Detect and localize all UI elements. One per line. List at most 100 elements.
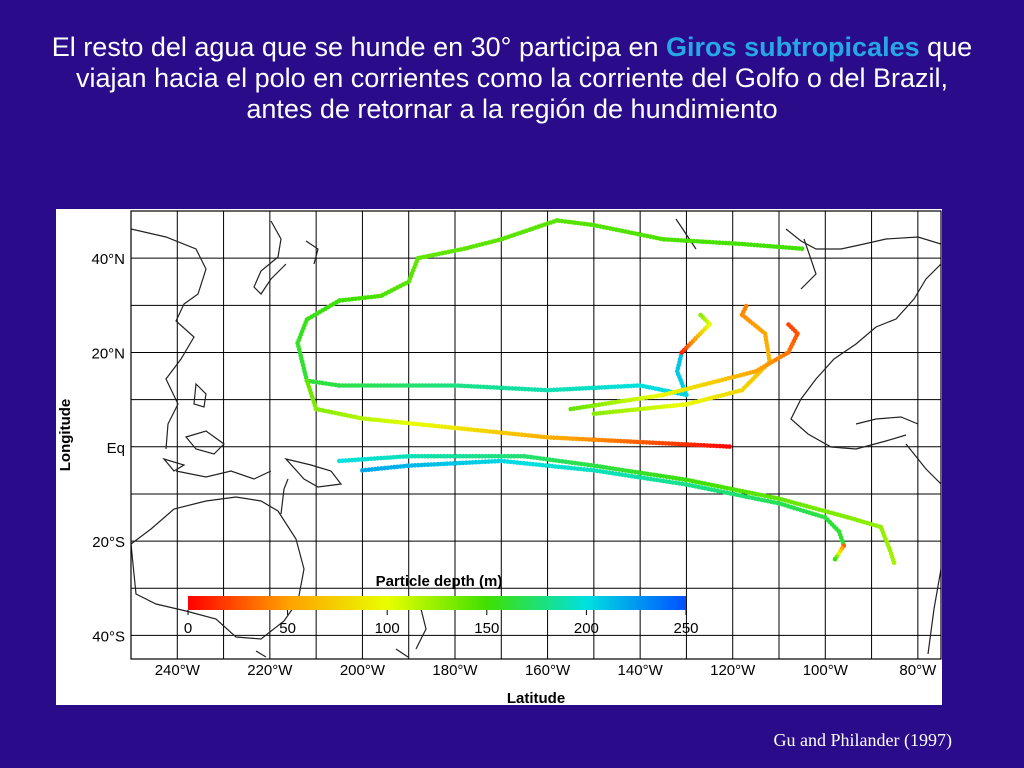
trajectory-point [448, 461, 453, 466]
trajectory-point [391, 383, 397, 388]
map-canvas: 40°N 20°N Eq 20°S 40°S 240°W 220°W 200°W 180°W 1… [57, 210, 942, 705]
trajectory-point [545, 435, 550, 440]
x-axis-title: Latitude [507, 690, 565, 705]
trajectory-point [471, 384, 477, 389]
trajectory-point [489, 459, 495, 464]
trajectory-point [486, 453, 492, 459]
trajectory-point [512, 453, 517, 459]
trajectory-point [480, 453, 485, 459]
trajectory-point [337, 383, 342, 388]
x-tick-label: 220°W [247, 662, 293, 679]
trajectory-point [657, 440, 662, 446]
colorbar-tick-label: 50 [279, 620, 296, 637]
trajectory-point [340, 383, 345, 388]
trajectory-point [714, 443, 720, 449]
trajectory-point [786, 322, 791, 327]
trajectory-point [343, 383, 349, 388]
trajectory-point [452, 383, 458, 388]
trajectory-point [615, 384, 621, 389]
trajectory-point [420, 383, 425, 388]
trajectory-point [487, 385, 493, 390]
trajectory-point [599, 385, 605, 390]
trajectory-point [397, 383, 403, 388]
trajectory-point [625, 383, 630, 389]
trajectory-point [445, 383, 451, 388]
trajectory-point [523, 386, 528, 392]
trajectory-point [372, 383, 377, 388]
trajectory-point [394, 383, 400, 388]
x-tick-label: 240°W [155, 662, 201, 679]
trajectory-point [726, 240, 732, 246]
trajectory-point [412, 453, 418, 459]
slide-title: El resto del agua que se hunde en 30° pa… [40, 32, 984, 125]
trajectory-point [473, 459, 479, 465]
trajectory-point [688, 238, 694, 244]
title-text-1: El resto del agua que se hunde en 30° pa… [51, 32, 667, 62]
x-tick-label: 80°W [899, 662, 937, 679]
trajectory-point [682, 442, 688, 447]
trajectory-point [473, 453, 479, 459]
trajectory-point [433, 383, 438, 388]
trajectory-point [422, 453, 428, 459]
trajectory-point [457, 460, 463, 466]
y-tick-label: 20°N [91, 345, 125, 362]
trajectory-point [570, 436, 576, 441]
x-tick-label: 100°W [803, 662, 849, 679]
x-tick-labels: 240°W 220°W 200°W 180°W 160°W 140°W 120°W 100°W… [155, 662, 937, 679]
trajectory-point [441, 453, 447, 459]
trajectory-point [663, 441, 668, 446]
trajectory-point [548, 387, 554, 393]
coastlines [131, 218, 941, 658]
trajectory-point [609, 384, 614, 390]
trajectory-point [451, 453, 456, 459]
trajectory-point [438, 461, 444, 467]
trajectory-point [410, 383, 416, 388]
trajectory-point [407, 383, 413, 388]
trajectory-point [454, 453, 460, 459]
y-tick-label: Eq [107, 440, 125, 457]
trajectory-point [564, 386, 569, 392]
colorbar-gradient [188, 596, 686, 610]
trajectory-point [499, 453, 504, 459]
colorbar-tick-label: 250 [673, 620, 698, 637]
trajectory-point [432, 453, 437, 459]
colorbar-tick-label: 200 [574, 620, 599, 637]
trajectory-point [460, 453, 466, 459]
trajectory-point [428, 462, 434, 467]
colorbar-tick-label: 100 [375, 620, 400, 637]
trajectory [832, 543, 847, 562]
trajectory-point [375, 383, 381, 388]
map-grid [131, 211, 941, 659]
trajectory-point [412, 463, 418, 468]
trajectory-point [631, 439, 637, 445]
trajectory-point [647, 440, 652, 445]
trajectory [337, 453, 897, 565]
trajectory-point [727, 444, 732, 449]
trajectory-point [362, 383, 368, 388]
trajectory [568, 322, 800, 412]
trajectory-point [622, 439, 627, 444]
trajectory-point [637, 439, 643, 445]
trajectory-point [425, 453, 431, 459]
citation: Gu and Philander (1997) [773, 730, 952, 750]
x-tick-label: 160°W [525, 662, 571, 679]
title-text-2: que viajan hacia el polo en corrientes c… [76, 32, 973, 124]
trajectory-point [832, 556, 838, 562]
trajectory-point [492, 453, 498, 459]
trajectory-point [428, 453, 434, 459]
trajectory-point [406, 453, 412, 459]
trajectory-point [508, 453, 514, 459]
trajectory-point [409, 453, 415, 459]
trajectory [679, 312, 712, 355]
trajectory-point [346, 383, 352, 388]
particle-trajectories [295, 218, 897, 565]
y-tick-label: 20°S [92, 534, 125, 551]
trajectory-point [417, 383, 422, 388]
trajectory-point [444, 453, 450, 459]
colorbar-title: Particle depth (m) [376, 573, 503, 590]
trajectory-point [365, 383, 371, 388]
trajectory-point [422, 462, 428, 468]
trajectory-point [698, 442, 704, 448]
trajectory [591, 303, 772, 417]
trajectory-point [439, 383, 445, 388]
